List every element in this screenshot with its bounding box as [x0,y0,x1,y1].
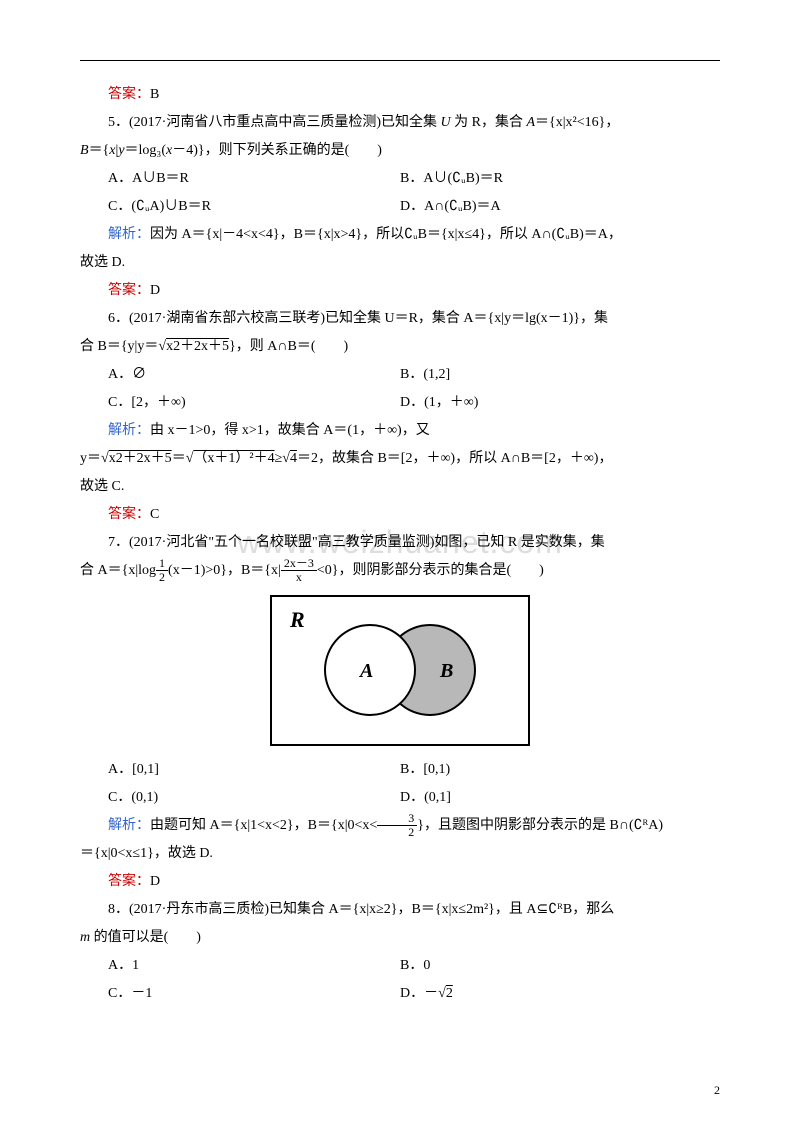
fraction-half: 12 [156,557,168,584]
q4-answer: 答案：B [80,81,720,109]
numer: 3 [377,812,417,826]
answer-value: B [150,87,159,102]
denom: 2 [156,571,168,584]
q7-jiexi-1: 解析：由题可知 A＝{x|1<x<2}，B＝{x|0<x<32}，且题图中阴影部… [80,812,720,840]
q6-jiexi-3: 故选 C. [80,473,720,501]
text: 合 B＝{y|y＝ [80,339,158,354]
venn-svg: R A B [280,605,510,725]
page-number: 2 [714,1078,720,1102]
answer-value: D [150,283,160,298]
q7-optC: C．(0,1) [80,784,400,812]
text: R，集合 [472,115,523,130]
top-rule [80,60,720,61]
denom: x [281,571,317,584]
jiexi-label: 解析： [108,818,150,833]
page-content: 答案：B 5．(2017·河南省八市重点高中高三质量检测)已知全集 U 为 R，… [80,81,720,1008]
q5-optC: C．(∁ᵤA)∪B＝R [80,193,400,221]
venn-label-A: A [358,660,373,682]
text: }，且题图中阴影部分表示的是 B∩(∁ᴿA) [417,818,663,833]
var-A: A [526,115,535,130]
q8-stem-1: 8．(2017·丹东市高三质检)已知集合 A＝{x|x≥2}，B＝{x|x≤2m… [80,896,720,924]
q8-optD: D．－√2 [400,980,720,1008]
var-U: U [441,115,451,130]
q6-answer: 答案：C [80,501,720,529]
q7-row-cd: C．(0,1) D．(0,1] [80,784,720,812]
text: 由题可知 A＝{x|1<x<2}，B＝{x|0<x< [150,818,377,833]
answer-value: C [150,507,159,522]
text: (x－1)>0}，B＝{x| [168,563,281,578]
q5-row-ab: A．A∪B＝R B．A∪(∁ᵤB)＝R [80,165,720,193]
jiexi-label: 解析： [108,227,150,242]
numer: 1 [156,557,168,571]
q5-stem-line1: 5．(2017·河南省八市重点高中高三质量检测)已知全集 U 为 R，集合 A＝… [80,109,720,137]
answer-label: 答案： [108,283,150,298]
text: 由 x－1>0，得 x>1，故集合 A＝(1，＋∞)，又 [150,423,430,438]
text: ≥ [275,451,283,466]
sqrt-expr: 2 [446,986,453,1001]
q5-jiexi-1: 解析：因为 A＝{x|－4<x<4}，B＝{x|x>4}，所以∁ᵤB＝{x|x≤… [80,221,720,249]
q6-stem-1: 6．(2017·湖南省东部六校高三联考)已知全集 U＝R，集合 A＝{x|y＝l… [80,305,720,333]
venn-box: R A B [270,595,530,746]
q5-optB: B．A∪(∁ᵤB)＝R [400,165,720,193]
text: ＝ [172,451,186,466]
q7-optD: D．(0,1] [400,784,720,812]
fraction-2x3: 2x－3x [281,557,317,584]
q8-optC: C．－1 [80,980,400,1008]
answer-label: 答案： [108,507,150,522]
q6-optB: B．(1,2] [400,361,720,389]
sqrt-expr: x2＋2x＋5 [166,339,229,354]
denom: 2 [377,826,417,839]
q8-row-ab: A．1 B．0 [80,952,720,980]
q7-stem-2: 合 A＝{x|log12(x－1)>0}，B＝{x|2x－3x<0}，则阴影部分… [80,557,720,585]
q7-row-ab: A．[0,1] B．[0,1) [80,756,720,784]
venn-label-R: R [289,607,305,632]
q6-stem-2: 合 B＝{y|y＝√x2＋2x＋5}，则 A∩B＝( ) [80,333,720,361]
text: y＝ [80,451,101,466]
text: }，则 A∩B＝( ) [229,339,348,354]
q6-optD: D．(1，＋∞) [400,389,720,417]
sqrt-expr: 4 [290,451,297,466]
q8-optB: B．0 [400,952,720,980]
text: 为 [454,115,468,130]
venn-diagram: R A B [80,595,720,746]
q6-optA: A．∅ [80,361,400,389]
q7-answer: 答案：D [80,868,720,896]
q5-answer: 答案：D [80,277,720,305]
q6-optC: C．[2，＋∞) [80,389,400,417]
answer-label: 答案： [108,87,150,102]
q5-stem-line2: BB＝{x|y＝log₃(x－4)}，则下列关系正确的是( )＝{x|y＝log… [80,137,720,165]
sqrt-expr: （x＋1）²＋4 [193,451,274,466]
q7-stem-1: 7．(2017·河北省"五个一名校联盟"高三教学质量监测)如图，已知 R 是实数… [80,529,720,557]
answer-label: 答案： [108,874,150,889]
q6-row-ab: A．∅ B．(1,2] [80,361,720,389]
q8-stem-2: m 的值可以是( )m 的值可以是( ) [80,924,720,952]
q8-row-cd: C．－1 D．－√2 [80,980,720,1008]
text: D．－ [400,986,438,1001]
q6-jiexi-1: 解析：由 x－1>0，得 x>1，故集合 A＝(1，＋∞)，又 [80,417,720,445]
q8-optA: A．1 [80,952,400,980]
q5-jiexi-2: 故选 D. [80,249,720,277]
text: ＝{x|x²<16}， [535,115,619,130]
numer: 2x－3 [281,557,317,571]
q7-optB: B．[0,1) [400,756,720,784]
text: 5．(2017·河南省八市重点高中高三质量检测)已知全集 [108,115,437,130]
q6-row-cd: C．[2，＋∞) D．(1，＋∞) [80,389,720,417]
q7-optA: A．[0,1] [80,756,400,784]
text: <0}，则阴影部分表示的集合是( ) [317,563,544,578]
q5-optA: A．A∪B＝R [80,165,400,193]
q5-optD: D．A∩(∁ᵤB)＝A [400,193,720,221]
text: ＝2，故集合 B＝[2，＋∞)，所以 A∩B＝[2，＋∞)， [297,451,613,466]
q6-jiexi-2: y＝√x2＋2x＋5＝√（x＋1）²＋4≥√4＝2，故集合 B＝[2，＋∞)，所… [80,445,720,473]
sqrt-expr: x2＋2x＋5 [109,451,172,466]
answer-value: D [150,874,160,889]
text: 因为 A＝{x|－4<x<4}，B＝{x|x>4}，所以∁ᵤB＝{x|x≤4}，… [150,227,622,242]
text: 合 A＝{x|log [80,563,156,578]
fraction-3-2: 32 [377,812,417,839]
venn-label-B: B [439,660,453,682]
jiexi-label: 解析： [108,423,150,438]
q7-jiexi-2: ＝{x|0<x≤1}，故选 D. [80,840,720,868]
q5-row-cd: C．(∁ᵤA)∪B＝R D．A∩(∁ᵤB)＝A [80,193,720,221]
